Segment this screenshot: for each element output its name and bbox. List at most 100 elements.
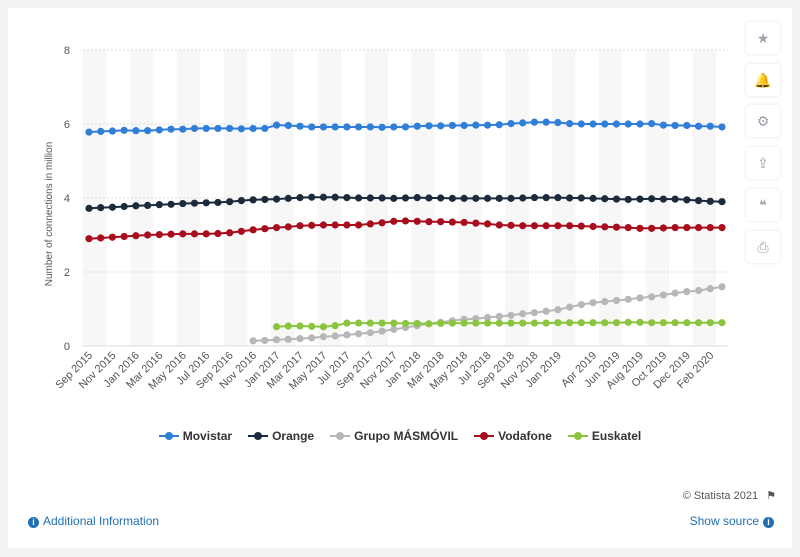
data-point-movistar[interactable] bbox=[706, 122, 714, 130]
data-point-vodafone[interactable] bbox=[437, 218, 445, 226]
data-point-vodafone[interactable] bbox=[472, 219, 480, 227]
data-point-movistar[interactable] bbox=[378, 123, 386, 131]
data-point-vodafone[interactable] bbox=[319, 221, 328, 229]
data-point-euskatel[interactable] bbox=[612, 319, 621, 327]
data-point-orange[interactable] bbox=[683, 196, 691, 204]
data-point-euskatel[interactable] bbox=[542, 319, 550, 327]
data-point-orange[interactable] bbox=[706, 197, 714, 205]
data-point-euskatel[interactable] bbox=[366, 319, 374, 327]
data-point-orange[interactable] bbox=[648, 195, 656, 203]
data-point-orange[interactable] bbox=[237, 196, 245, 205]
data-point-orange[interactable] bbox=[495, 194, 503, 202]
legend-item-movistar[interactable]: Movistar bbox=[158, 429, 232, 443]
data-point-orange[interactable] bbox=[319, 193, 328, 201]
data-point-orange[interactable] bbox=[530, 194, 539, 202]
data-point-movistar[interactable] bbox=[401, 123, 410, 131]
data-point-orange[interactable] bbox=[97, 204, 105, 212]
data-point-euskatel[interactable] bbox=[378, 319, 386, 327]
data-point-euskatel[interactable] bbox=[472, 319, 480, 327]
data-point-grupo-masmovil[interactable] bbox=[483, 313, 492, 322]
data-point-movistar[interactable] bbox=[202, 124, 210, 133]
data-point-vodafone[interactable] bbox=[507, 221, 515, 229]
data-point-euskatel[interactable] bbox=[519, 319, 527, 327]
data-point-vodafone[interactable] bbox=[612, 223, 621, 231]
data-point-orange[interactable] bbox=[366, 194, 374, 202]
data-point-orange[interactable] bbox=[694, 196, 703, 205]
favorite-button[interactable]: ★ bbox=[746, 22, 780, 54]
data-point-grupo-masmovil[interactable] bbox=[601, 298, 609, 306]
data-point-vodafone[interactable] bbox=[554, 222, 562, 230]
data-point-orange[interactable] bbox=[624, 195, 632, 204]
data-point-euskatel[interactable] bbox=[648, 319, 656, 327]
data-point-grupo-masmovil[interactable] bbox=[507, 311, 515, 319]
data-point-orange[interactable] bbox=[437, 194, 445, 202]
data-point-movistar[interactable] bbox=[226, 124, 234, 133]
data-point-vodafone[interactable] bbox=[226, 229, 234, 237]
legend-item-orange[interactable]: Orange bbox=[248, 429, 314, 443]
data-point-euskatel[interactable] bbox=[554, 319, 562, 327]
data-point-vodafone[interactable] bbox=[155, 231, 163, 239]
data-point-euskatel[interactable] bbox=[566, 319, 574, 327]
data-point-euskatel[interactable] bbox=[272, 323, 281, 331]
data-point-vodafone[interactable] bbox=[343, 221, 351, 229]
data-point-euskatel[interactable] bbox=[331, 322, 339, 330]
data-point-movistar[interactable] bbox=[718, 123, 726, 131]
data-point-movistar[interactable] bbox=[483, 121, 492, 129]
data-point-movistar[interactable] bbox=[636, 120, 644, 128]
data-point-vodafone[interactable] bbox=[530, 222, 539, 230]
data-point-grupo-masmovil[interactable] bbox=[718, 283, 726, 291]
data-point-movistar[interactable] bbox=[355, 123, 363, 131]
data-point-vodafone[interactable] bbox=[648, 224, 656, 232]
data-point-vodafone[interactable] bbox=[132, 232, 140, 240]
data-point-movistar[interactable] bbox=[272, 121, 281, 129]
data-point-vodafone[interactable] bbox=[694, 224, 703, 232]
data-point-grupo-masmovil[interactable] bbox=[319, 333, 328, 341]
data-point-vodafone[interactable] bbox=[366, 220, 374, 228]
data-point-euskatel[interactable] bbox=[296, 322, 304, 330]
data-point-euskatel[interactable] bbox=[671, 319, 679, 327]
data-point-movistar[interactable] bbox=[331, 123, 339, 131]
data-point-orange[interactable] bbox=[355, 194, 363, 202]
data-point-euskatel[interactable] bbox=[425, 320, 433, 328]
data-point-grupo-masmovil[interactable] bbox=[659, 291, 667, 299]
data-point-euskatel[interactable] bbox=[683, 319, 691, 327]
data-point-movistar[interactable] bbox=[694, 122, 703, 130]
data-point-grupo-masmovil[interactable] bbox=[542, 307, 550, 315]
data-point-euskatel[interactable] bbox=[343, 319, 351, 327]
data-point-movistar[interactable] bbox=[648, 120, 656, 128]
data-point-vodafone[interactable] bbox=[460, 218, 468, 227]
data-point-vodafone[interactable] bbox=[97, 234, 105, 242]
data-point-orange[interactable] bbox=[460, 194, 468, 202]
data-point-movistar[interactable] bbox=[144, 127, 152, 135]
data-point-movistar[interactable] bbox=[460, 121, 468, 130]
data-point-vodafone[interactable] bbox=[413, 217, 421, 225]
data-point-movistar[interactable] bbox=[97, 127, 105, 135]
data-point-vodafone[interactable] bbox=[624, 224, 632, 232]
settings-button[interactable]: ⚙ bbox=[746, 105, 780, 137]
data-point-vodafone[interactable] bbox=[296, 222, 304, 230]
data-point-movistar[interactable] bbox=[167, 125, 175, 133]
data-point-grupo-masmovil[interactable] bbox=[648, 293, 656, 301]
data-point-movistar[interactable] bbox=[366, 123, 374, 131]
data-point-movistar[interactable] bbox=[120, 126, 128, 134]
data-point-grupo-masmovil[interactable] bbox=[296, 335, 304, 343]
data-point-movistar[interactable] bbox=[425, 122, 433, 130]
data-point-grupo-masmovil[interactable] bbox=[624, 295, 632, 303]
data-point-grupo-masmovil[interactable] bbox=[366, 329, 374, 337]
data-point-vodafone[interactable] bbox=[659, 224, 667, 232]
data-point-euskatel[interactable] bbox=[694, 319, 703, 327]
data-point-orange[interactable] bbox=[577, 194, 585, 202]
show-source-link[interactable]: Show source i bbox=[690, 514, 774, 528]
data-point-grupo-masmovil[interactable] bbox=[577, 300, 585, 309]
data-point-euskatel[interactable] bbox=[401, 319, 410, 328]
data-point-euskatel[interactable] bbox=[636, 318, 644, 326]
cite-button[interactable]: ❝ bbox=[746, 189, 780, 221]
data-point-vodafone[interactable] bbox=[308, 221, 316, 229]
data-point-orange[interactable] bbox=[554, 194, 562, 202]
data-point-orange[interactable] bbox=[425, 194, 433, 202]
data-point-orange[interactable] bbox=[226, 198, 234, 206]
share-button[interactable]: ⇪ bbox=[746, 147, 780, 179]
data-point-vodafone[interactable] bbox=[167, 230, 175, 238]
data-point-euskatel[interactable] bbox=[589, 319, 597, 327]
data-point-orange[interactable] bbox=[108, 203, 117, 211]
